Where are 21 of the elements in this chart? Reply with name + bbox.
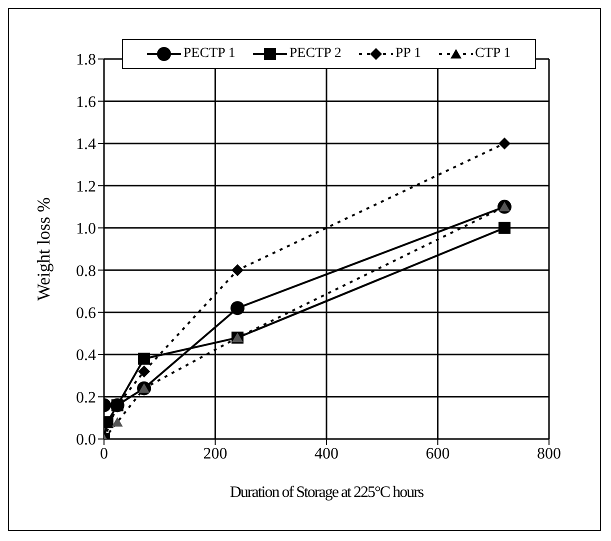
legend-label: PECTP 1 bbox=[183, 46, 236, 62]
x-tick-label: 400 bbox=[314, 445, 338, 462]
x-tick-label: 0 bbox=[100, 445, 108, 462]
y-tick-label: 1.4 bbox=[76, 136, 96, 154]
legend-label: PP 1 bbox=[395, 46, 421, 62]
y-tick-label: 0.8 bbox=[76, 262, 96, 280]
y-tick-label: 1.0 bbox=[76, 220, 96, 238]
x-axis-title: Duration of Storage at 225°C hours bbox=[230, 484, 424, 501]
legend-label: PECTP 2 bbox=[289, 46, 342, 62]
y-axis-title: Weight loss % bbox=[33, 197, 54, 301]
y-tick-label: 0.4 bbox=[76, 347, 96, 364]
y-tick-label: 0.2 bbox=[76, 389, 96, 406]
legend-label: CTP 1 bbox=[474, 46, 511, 62]
y-tick-label: 0.6 bbox=[76, 305, 96, 322]
x-tick-label: 200 bbox=[203, 445, 228, 462]
x-tick-label: 800 bbox=[537, 445, 561, 462]
y-tick-label: 0.0 bbox=[76, 432, 96, 449]
x-tick-label: 600 bbox=[426, 445, 450, 462]
y-tick-label: 1.8 bbox=[76, 52, 96, 69]
y-tick-label: 1.6 bbox=[76, 94, 96, 111]
y-tick-label: 1.2 bbox=[76, 178, 96, 196]
